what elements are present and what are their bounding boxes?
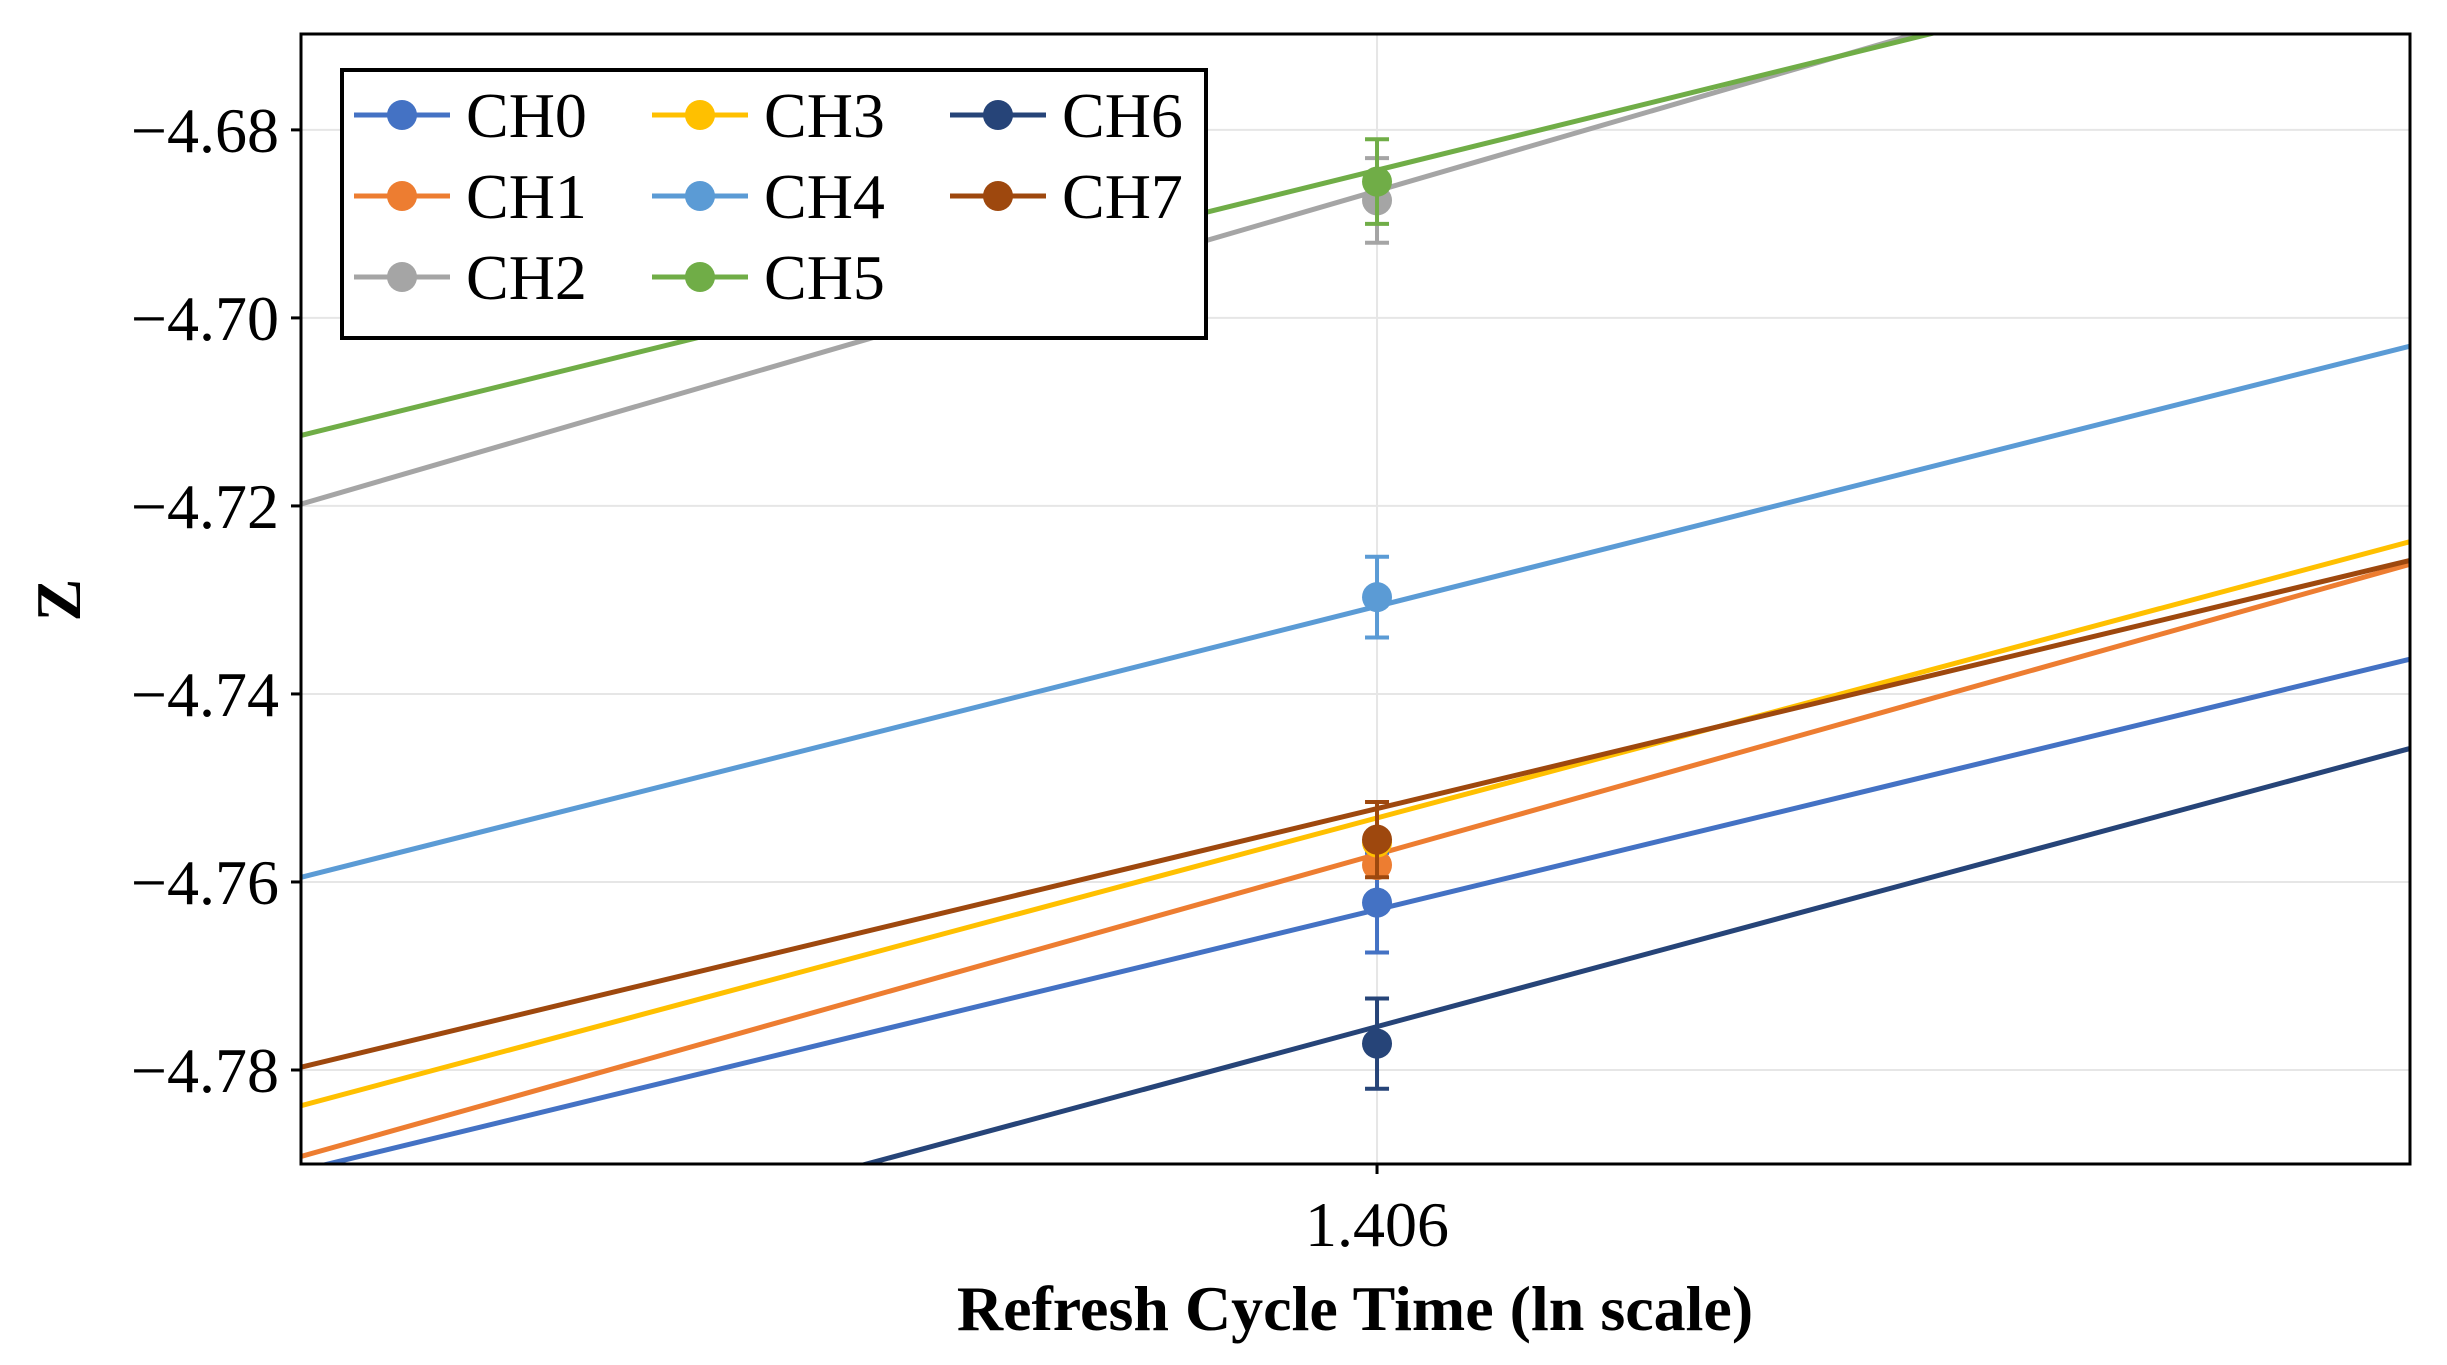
series-markers — [1362, 137, 1393, 1091]
y-axis-ticks: −4.78 −4.76 −4.74 −4.72 −4.70 −4.68 — [131, 95, 301, 1106]
x-tick-label: 1.406 — [1305, 1189, 1449, 1260]
legend-label-ch5: CH5 — [764, 242, 885, 313]
y-tick-label: −4.72 — [131, 471, 279, 542]
legend-marker-ch6 — [983, 100, 1013, 130]
legend-label-ch2: CH2 — [466, 242, 587, 313]
data-point-ch5 — [1362, 166, 1393, 197]
legend-marker-ch2 — [387, 262, 417, 292]
legend-frame — [340, 68, 1208, 340]
legend-label-ch7: CH7 — [1062, 161, 1183, 232]
y-axis-title: Z — [23, 579, 94, 622]
legend-marker-ch0 — [387, 100, 417, 130]
data-point-ch6 — [1362, 1028, 1393, 1059]
legend-marker-ch5 — [685, 262, 715, 292]
legend-marker-ch7 — [983, 181, 1013, 211]
y-tick-label: −4.70 — [131, 283, 279, 354]
legend-label-ch6: CH6 — [1062, 80, 1183, 151]
series-line-ch3 — [301, 539, 2410, 1109]
series-line-ch4 — [301, 343, 2410, 880]
legend: CH0 CH1 CH2 CH3 CH4 CH5 CH6 CH7 — [340, 68, 1208, 340]
series-line-ch5 — [301, 34, 1940, 438]
data-point-ch4 — [1362, 582, 1393, 613]
series-line-ch7 — [301, 558, 2410, 1070]
legend-label-ch1: CH1 — [466, 161, 587, 232]
legend-label-ch0: CH0 — [466, 80, 587, 151]
data-point-ch7 — [1362, 824, 1393, 855]
plot-frame — [299, 32, 2412, 1166]
legend-marker-ch3 — [685, 100, 715, 130]
series-line-ch2 — [301, 34, 1925, 507]
series-line-ch6 — [857, 746, 2410, 1164]
series-line-ch0 — [317, 656, 2410, 1164]
data-point-ch0 — [1362, 887, 1393, 918]
y-tick-label: −4.68 — [131, 95, 279, 166]
y-tick-label: −4.74 — [131, 659, 279, 730]
series-lines — [301, 34, 2410, 1164]
legend-marker-ch1 — [387, 181, 417, 211]
y-tick-label: −4.78 — [131, 1035, 279, 1106]
legend-label-ch4: CH4 — [764, 161, 885, 232]
grid — [301, 34, 2410, 1164]
x-axis-title: Refresh Cycle Time (ln scale) — [957, 1273, 1753, 1344]
legend-marker-ch4 — [685, 181, 715, 211]
x-axis-ticks: 1.406 — [1305, 1164, 1449, 1260]
series-line-ch1 — [301, 561, 2410, 1159]
legend-label-ch3: CH3 — [764, 80, 885, 151]
y-tick-label: −4.76 — [131, 847, 279, 918]
